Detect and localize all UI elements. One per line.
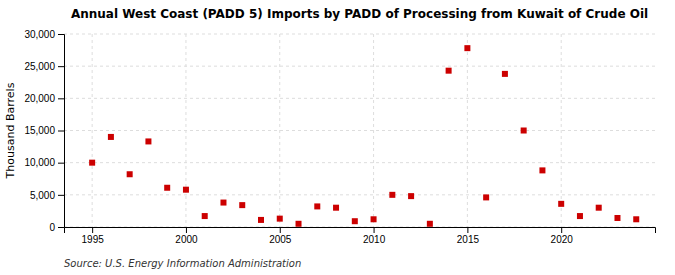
point	[89, 160, 95, 166]
point	[333, 205, 339, 211]
x-tick: 2010	[363, 227, 386, 245]
points	[89, 45, 639, 227]
y-tick-mark	[58, 227, 64, 228]
x-axis-line	[65, 228, 656, 234]
x-tick: 2015	[457, 227, 480, 245]
chart: 1995 2000 2005 2010 2015 2020 0 5,000 10,000 15,0…	[0, 0, 675, 275]
point	[202, 213, 208, 219]
point	[127, 171, 133, 177]
y-tick-mark	[58, 34, 64, 35]
y-tick-mark	[58, 195, 64, 196]
point	[371, 216, 377, 222]
point	[577, 213, 583, 219]
x-tick: 1995	[82, 227, 105, 245]
y-axis: 0 5,000 10,000 15,000 20,000 25,000 30,000	[24, 29, 64, 233]
point	[314, 203, 320, 209]
y-tick-mark	[58, 66, 64, 67]
point	[633, 216, 639, 222]
x-tick-label: 2020	[551, 234, 574, 245]
point	[220, 200, 226, 206]
point	[558, 201, 564, 207]
grid-line	[64, 34, 655, 35]
point	[389, 192, 395, 198]
point	[183, 187, 189, 193]
grid-line	[64, 162, 655, 163]
grid-line	[64, 130, 655, 131]
y-tick: 20,000	[24, 93, 64, 104]
grid-line	[373, 34, 374, 227]
point	[145, 138, 151, 144]
y-tick: 15,000	[24, 125, 64, 136]
grid-line	[561, 34, 562, 227]
y-tick-mark	[58, 98, 64, 99]
point	[502, 71, 508, 77]
y-tick-label: 25,000	[24, 61, 55, 72]
x-axis: 1995 2000 2005 2010 2015 2020	[65, 227, 656, 245]
x-tick-label: 2015	[457, 234, 480, 245]
y-tick-mark	[58, 131, 64, 132]
y-axis-title: Thousand Barrels	[4, 82, 17, 179]
grid-line	[64, 66, 655, 67]
y-tick-label: 10,000	[24, 157, 55, 168]
point	[277, 216, 283, 222]
point	[164, 185, 170, 191]
point	[539, 167, 545, 173]
grid-line	[64, 98, 655, 99]
point	[239, 202, 245, 208]
point	[483, 194, 489, 200]
x-tick: 2020	[551, 227, 574, 245]
y-tick: 5,000	[30, 190, 64, 201]
x-tick-label: 1995	[82, 234, 105, 245]
point	[464, 45, 470, 51]
y-tick-label: 5,000	[30, 190, 55, 201]
grid-line	[64, 194, 655, 195]
x-tick-mark	[374, 227, 375, 233]
y-tick-label: 15,000	[24, 125, 55, 136]
y-tick: 10,000	[24, 157, 64, 168]
x-tick-label: 2005	[269, 234, 292, 245]
x-tick-label: 2000	[175, 234, 198, 245]
point	[614, 215, 620, 221]
y-tick-label: 20,000	[24, 93, 55, 104]
title: Annual West Coast (PADD 5) Imports by PA…	[71, 7, 648, 21]
point	[352, 218, 358, 224]
point	[408, 193, 414, 199]
point	[446, 68, 452, 74]
x-tick-mark	[280, 227, 281, 233]
x-tick-mark	[467, 227, 468, 233]
point	[427, 221, 433, 227]
y-tick: 30,000	[24, 29, 64, 40]
y-axis-line	[58, 35, 65, 228]
x-tick: 2000	[175, 227, 198, 245]
point	[521, 128, 527, 134]
x-tick-label: 2010	[363, 234, 386, 245]
grid	[64, 34, 655, 227]
point	[296, 221, 302, 227]
y-tick: 25,000	[24, 61, 64, 72]
x-tick-mark	[92, 227, 93, 233]
x-tick: 2005	[269, 227, 292, 245]
point	[596, 205, 602, 211]
annotation: Source: U.S. Energy Information Administ…	[64, 258, 301, 269]
y-tick-mark	[58, 163, 64, 164]
point	[258, 217, 264, 223]
y-tick-label: 0	[49, 222, 55, 233]
grid-line	[92, 34, 93, 227]
y-tick-label: 30,000	[24, 29, 55, 40]
point	[108, 134, 114, 140]
x-tick-mark	[186, 227, 187, 233]
x-tick-mark	[561, 227, 562, 233]
plot-area: 1995 2000 2005 2010 2015 2020 0 5,000 10,000 15,0…	[24, 29, 655, 245]
y-tick: 0	[49, 222, 64, 233]
